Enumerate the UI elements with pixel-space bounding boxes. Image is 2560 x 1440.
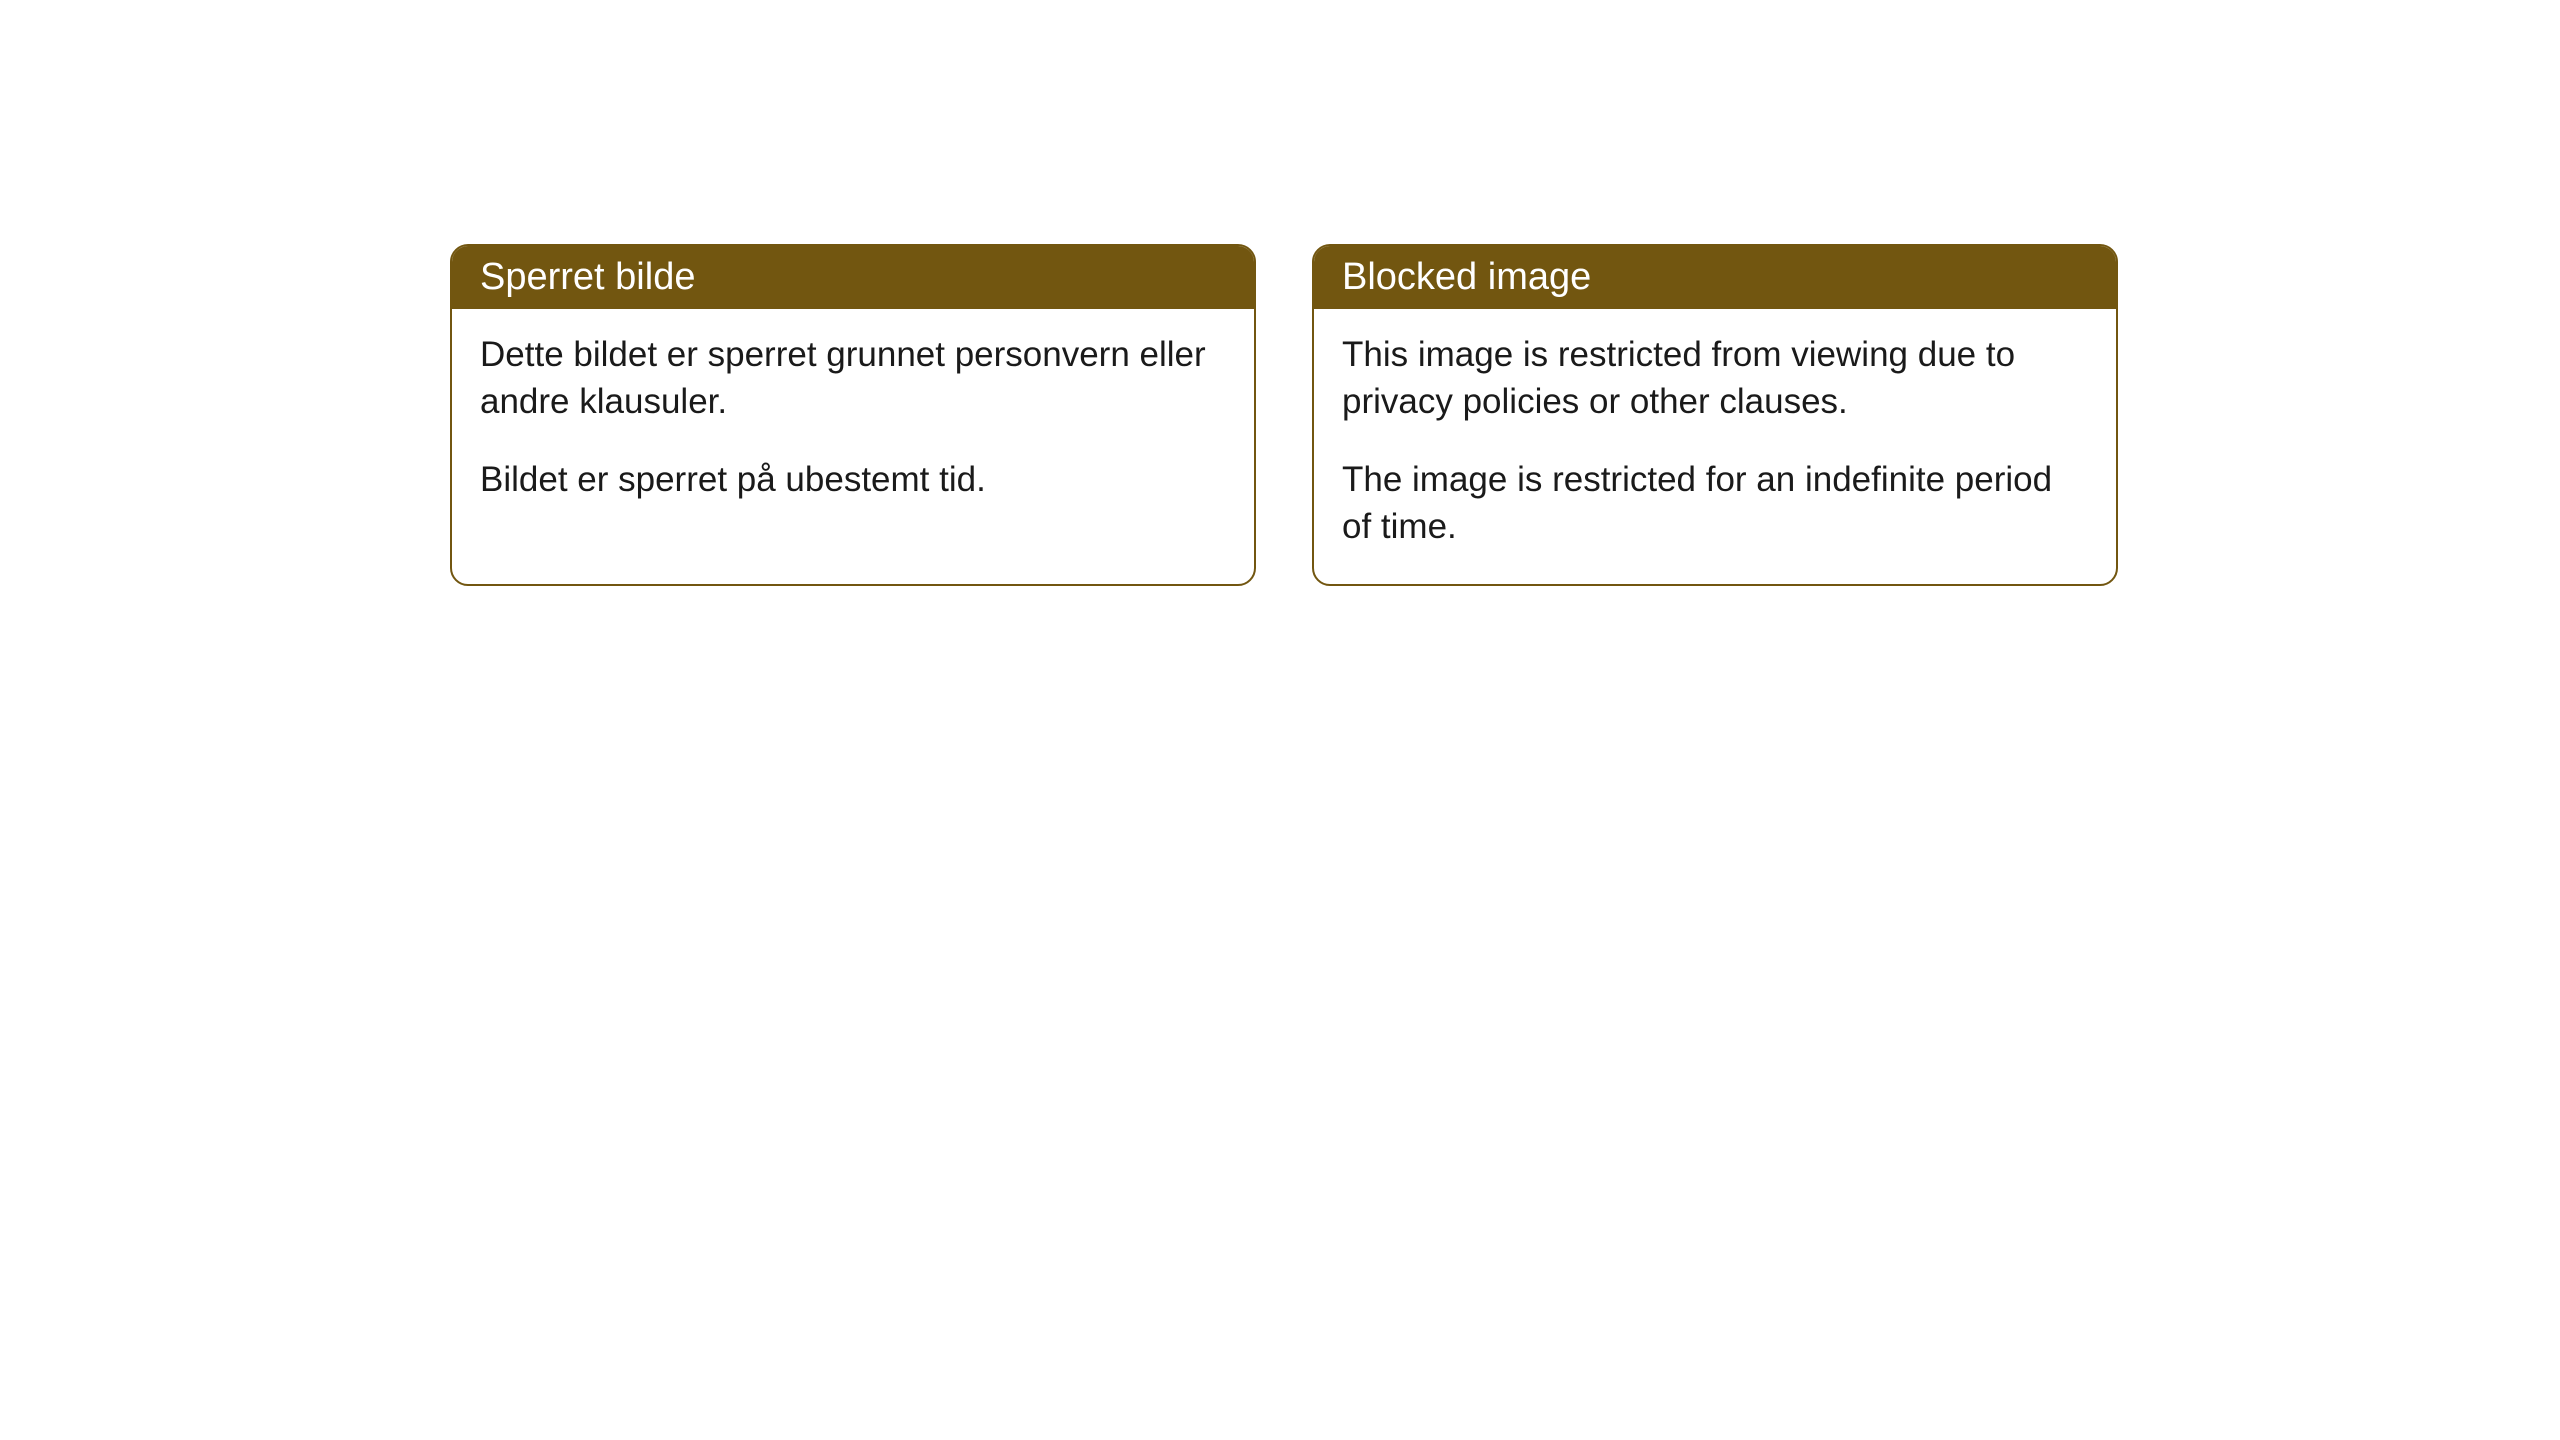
card-paragraph: The image is restricted for an indefinit…	[1342, 456, 2088, 551]
card-title: Sperret bilde	[480, 256, 695, 298]
card-paragraph: This image is restricted from viewing du…	[1342, 331, 2088, 426]
card-header: Sperret bilde	[452, 246, 1254, 309]
card-header: Blocked image	[1314, 246, 2116, 309]
notice-card-norwegian: Sperret bilde Dette bildet er sperret gr…	[450, 244, 1256, 586]
notice-container: Sperret bilde Dette bildet er sperret gr…	[450, 244, 2118, 586]
card-title: Blocked image	[1342, 256, 1591, 298]
card-paragraph: Dette bildet er sperret grunnet personve…	[480, 331, 1226, 426]
card-paragraph: Bildet er sperret på ubestemt tid.	[480, 456, 1226, 503]
card-body: Dette bildet er sperret grunnet personve…	[452, 309, 1254, 537]
notice-card-english: Blocked image This image is restricted f…	[1312, 244, 2118, 586]
card-body: This image is restricted from viewing du…	[1314, 309, 2116, 584]
